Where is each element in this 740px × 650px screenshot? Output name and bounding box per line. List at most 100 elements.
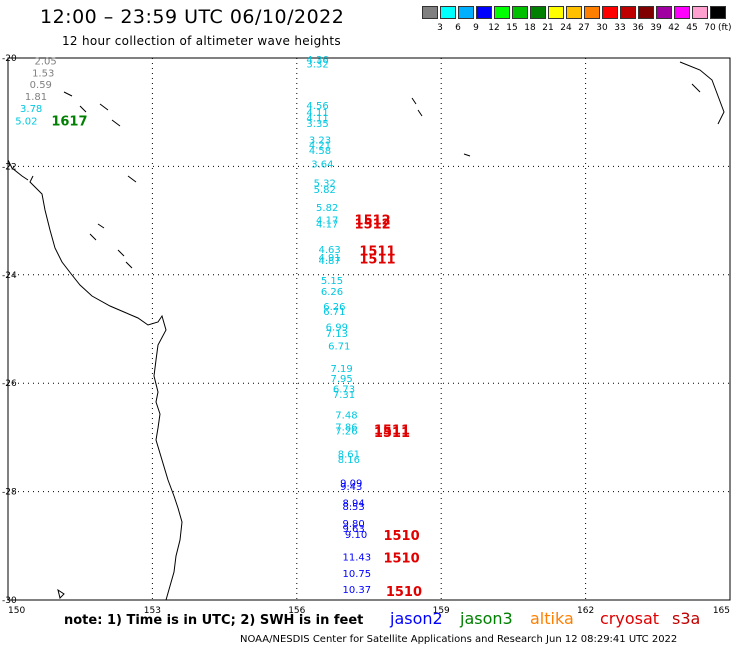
color-scale-unit: (ft)	[718, 23, 732, 33]
color-scale-label: 36	[632, 23, 644, 33]
wave-height-value: 3.35	[306, 119, 328, 130]
color-swatch	[458, 6, 474, 19]
color-scale-label: 15	[506, 23, 518, 33]
wave-height-value: 9.43	[340, 482, 362, 493]
wave-height-value: 4.63	[318, 245, 340, 256]
color-scale-label: 42	[668, 23, 680, 33]
legend-item-altika: altika	[530, 609, 574, 628]
pass-time-label: 1510	[383, 529, 419, 544]
color-swatch	[512, 6, 528, 19]
color-scale-label: 27	[578, 23, 590, 33]
color-scale-label: 9	[473, 23, 479, 33]
wave-height-value: 7.19	[330, 364, 352, 375]
wave-height-value: 11.43	[343, 553, 372, 564]
color-scale-label: 70	[704, 23, 716, 33]
legend-item-jason2: jason2	[390, 609, 443, 628]
wave-height-value: 1.81	[25, 92, 47, 103]
pass-time-label: 1510	[386, 585, 422, 600]
legend-item-s3a: s3a	[672, 609, 701, 628]
wave-height-value: 9.80	[343, 519, 365, 530]
australia-coastline	[29, 175, 183, 601]
color-swatch	[692, 6, 708, 19]
longitude-labels: 150 153 156 159 162 165	[8, 606, 730, 616]
wave-height-value: 9.09	[340, 478, 362, 489]
reef-fragments	[63, 91, 137, 269]
wave-height-value: 7.13	[326, 329, 348, 340]
wave-height-value: 9.10	[345, 530, 367, 541]
latitude-label: -26	[2, 379, 17, 389]
pass-time-label: 1512	[355, 217, 391, 232]
wave-height-value: 7.48	[335, 411, 357, 422]
map-title: 12:00 – 23:59 UTC 06/10/2022	[40, 6, 345, 28]
wave-height-value: 6.71	[323, 307, 345, 318]
pass-time-label: 1511	[374, 423, 410, 438]
wave-height-value: 7.26	[335, 426, 357, 437]
map-subtitle: 12 hour collection of altimeter wave hei…	[62, 34, 341, 48]
longitude-label: 156	[288, 606, 305, 616]
latitude-label: -24	[2, 271, 17, 281]
color-swatch	[548, 6, 564, 19]
longitude-label: 162	[577, 606, 594, 616]
color-scale-label: 24	[560, 23, 572, 33]
wave-height-value: 8.16	[338, 455, 360, 466]
color-swatch	[638, 6, 654, 19]
pass-time-label: 1510	[383, 552, 419, 567]
color-swatch	[602, 6, 618, 19]
wave-height-value: 5.02	[15, 116, 37, 127]
longitude-label: 165	[713, 606, 730, 616]
color-swatch	[476, 6, 492, 19]
wave-height-value: 8.94	[343, 498, 365, 509]
color-scale-label: 30	[596, 23, 608, 33]
wave-height-value: 7.86	[335, 423, 357, 434]
wave-height-value: 3.32	[306, 59, 328, 70]
color-scale-label: 18	[524, 23, 536, 33]
wave-height-value: 5.15	[321, 276, 343, 287]
wave-height-value: 6.26	[323, 302, 345, 313]
coastline-segment	[7, 159, 29, 181]
color-swatch	[440, 6, 456, 19]
wave-height-observations: 2.051.530.591.813.785.024.363.324.564.11…	[15, 55, 371, 596]
pass-time-label: 1511	[359, 244, 395, 259]
color-swatch	[422, 6, 438, 19]
wave-height-value: 4.56	[306, 101, 328, 112]
color-scale-label: 12	[488, 23, 500, 33]
wave-height-value: 8.53	[343, 502, 365, 513]
wave-height-value: 10.75	[343, 569, 372, 580]
color-swatch	[674, 6, 690, 19]
pass-time-label: 1511	[374, 426, 410, 441]
wave-height-value: 2.05	[34, 57, 56, 68]
pass-time-label: 1511	[359, 253, 395, 268]
pass-time-label: 1512	[355, 214, 391, 229]
color-swatch	[584, 6, 600, 19]
longitude-label: 150	[8, 606, 25, 616]
wave-height-value: 9.63	[343, 524, 365, 535]
wave-height-value: 8.61	[338, 450, 360, 461]
wave-height-value: 4.91	[318, 253, 340, 264]
latitude-label: -22	[2, 162, 17, 172]
wave-height-value: 4.87	[318, 256, 340, 267]
color-swatch	[494, 6, 510, 19]
map-frame	[7, 57, 731, 601]
legend-item-jason3: jason3	[460, 609, 513, 628]
island-fragments	[411, 61, 725, 157]
wave-height-value: 5.82	[314, 185, 336, 196]
wave-height-value: 5.82	[316, 203, 338, 214]
color-scale-label: 39	[650, 23, 662, 33]
color-swatch	[530, 6, 546, 19]
small-island	[57, 588, 65, 599]
wave-height-value: 4.58	[309, 146, 331, 157]
map-grid	[7, 57, 731, 601]
color-scale-label: 21	[542, 23, 554, 33]
wave-height-value: 1.53	[32, 69, 54, 80]
wave-height-value: 6.71	[328, 341, 350, 352]
wave-height-value: 3.78	[20, 104, 42, 115]
pass-time-label: 1617	[51, 114, 87, 129]
latitude-label: -20	[2, 54, 17, 64]
latitude-label: -28	[2, 488, 17, 498]
wave-height-value: 3.23	[309, 135, 331, 146]
longitude-label: 153	[144, 606, 161, 616]
color-scale-label: 3	[437, 23, 443, 33]
longitude-label: 159	[433, 606, 450, 616]
